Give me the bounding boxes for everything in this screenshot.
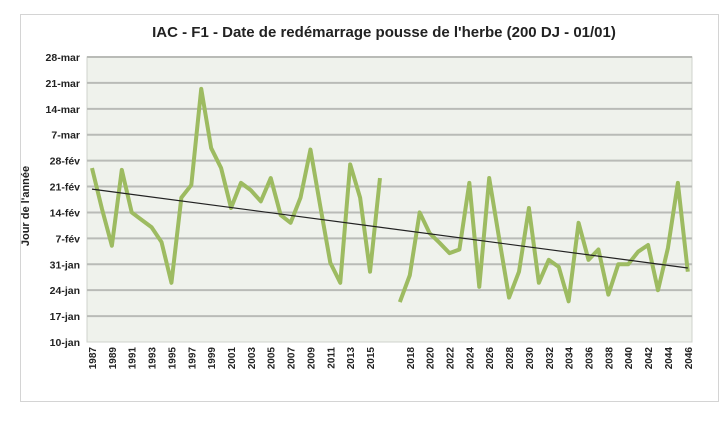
x-tick-label: 2022 (445, 347, 456, 370)
x-tick-label: 1995 (167, 347, 178, 370)
y-tick-label: 14-mar (46, 104, 80, 116)
y-tick-label: 28-mar (46, 52, 80, 64)
x-tick-label: 2044 (664, 347, 675, 370)
x-tick-label: 1999 (207, 347, 218, 370)
x-tick-label: 2046 (684, 347, 695, 370)
x-tick-label: 2028 (505, 347, 516, 370)
x-tick-label: 2015 (366, 347, 377, 370)
x-tick-label: 2013 (346, 347, 357, 370)
series-line-observed (397, 176, 690, 304)
x-tick-label: 2030 (525, 347, 536, 370)
x-tick-label: 2005 (267, 347, 278, 370)
y-tick-label: 17-jan (50, 311, 80, 323)
y-tick-label: 21-fév (50, 182, 81, 194)
x-tick-label: 2007 (287, 347, 298, 370)
x-tick-label: 2034 (565, 347, 576, 370)
y-tick-label: 10-jan (50, 337, 80, 349)
y-tick-label: 7-mar (51, 130, 80, 142)
plot-area (86, 56, 693, 343)
x-tick-label: 2009 (306, 347, 317, 370)
x-tick-label: 2026 (485, 347, 496, 370)
x-tick-label: 2024 (465, 347, 476, 370)
trend-line (91, 188, 688, 269)
y-tick-label: 14-fév (50, 207, 81, 219)
x-tick-label: 2032 (545, 347, 556, 370)
x-tick-label: 1993 (148, 347, 159, 370)
y-tick-label: 28-fév (50, 156, 81, 168)
series-line-observed (90, 86, 382, 285)
x-tick-label: 2011 (326, 347, 337, 369)
y-tick-label: 21-mar (46, 78, 80, 90)
x-tick-label: 2001 (227, 347, 238, 370)
x-tick-label: 2018 (406, 347, 417, 370)
x-tick-label: 2042 (644, 347, 655, 370)
y-tick-label: 24-jan (50, 285, 80, 297)
x-tick-label: 2036 (585, 347, 596, 370)
x-tick-label: 1987 (88, 347, 99, 370)
x-tick-label: 1989 (108, 347, 119, 370)
x-tick-label: 2040 (624, 347, 635, 370)
chart-frame (20, 14, 719, 402)
x-tick-label: 2038 (604, 347, 615, 370)
y-tick-label: 31-jan (50, 259, 80, 271)
chart-title: IAC - F1 - Date de redémarrage pousse de… (152, 24, 616, 41)
y-tick-label: 7-fév (55, 233, 80, 245)
x-tick-label: 2020 (426, 347, 437, 370)
x-tick-label: 2003 (247, 347, 258, 370)
x-tick-label: 1991 (128, 347, 139, 370)
x-tick-label: 1997 (187, 347, 198, 370)
